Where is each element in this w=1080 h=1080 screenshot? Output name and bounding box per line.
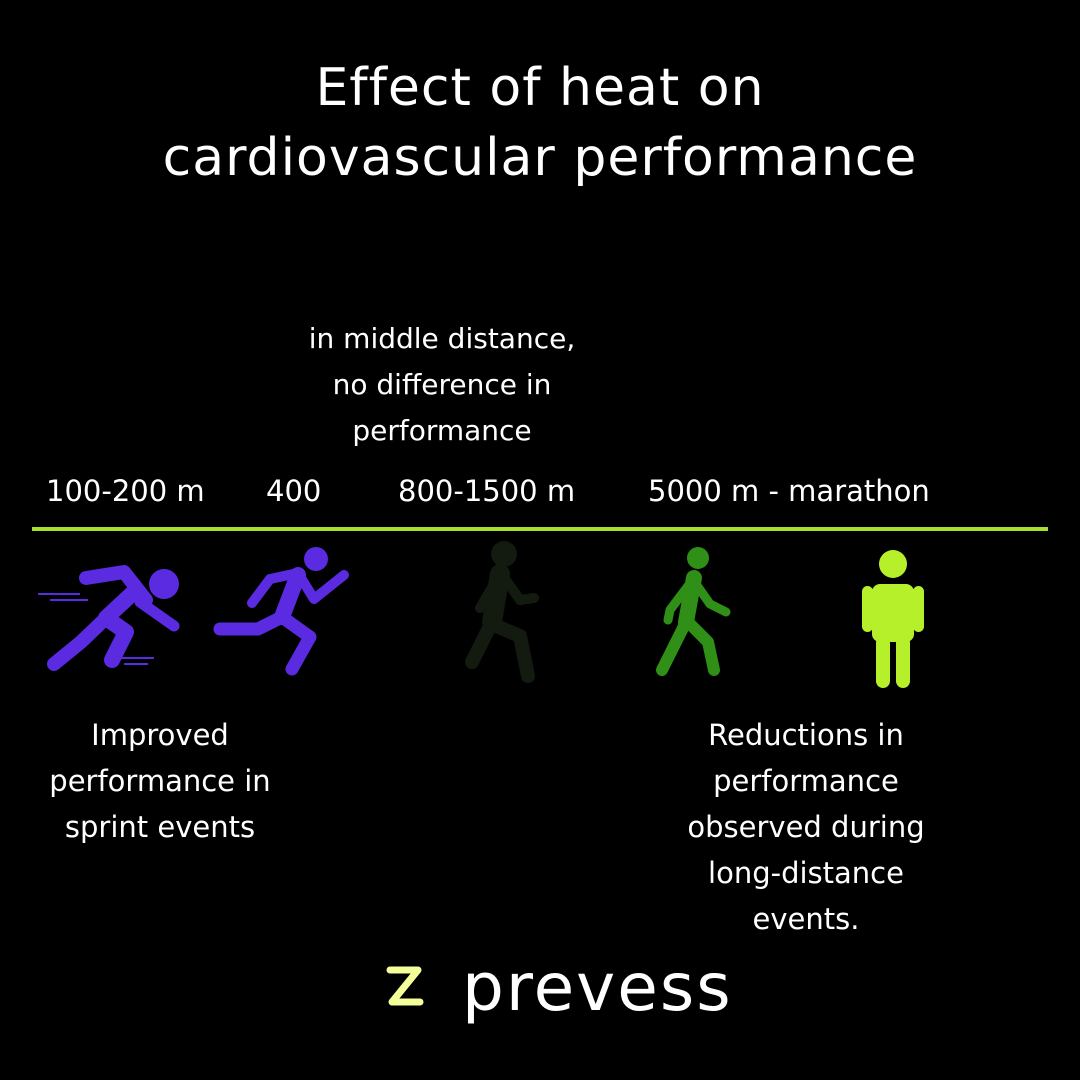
brand-name: prevess: [462, 949, 733, 1026]
title-line-1: Effect of heat on: [315, 58, 765, 118]
distance-label-400: 400: [266, 474, 322, 508]
caption-line: long-distance: [708, 856, 904, 890]
caption-line: events.: [752, 902, 860, 936]
caption-line: observed during: [687, 810, 925, 844]
prevess-logo-icon: [358, 942, 450, 1030]
note-line: in middle distance,: [308, 322, 576, 355]
walking-person-icon: [656, 547, 731, 676]
caption-line: performance: [713, 764, 899, 798]
caption-line: Reductions in: [708, 718, 904, 752]
jogging-person-icon: [465, 541, 539, 683]
middle-distance-note: in middle distance, no difference in per…: [282, 316, 602, 454]
note-line: no difference in: [332, 368, 552, 401]
caption-line: Improved: [91, 718, 229, 752]
note-line: performance: [352, 414, 532, 447]
title-line-2: cardiovascular performance: [162, 128, 918, 188]
standing-person-icon: [862, 550, 924, 688]
sprint-caption: Improved performance in sprint events: [30, 712, 290, 850]
running-person-icon: [213, 547, 349, 676]
long-distance-caption: Reductions in performance observed durin…: [660, 712, 952, 942]
distance-label-long: 5000 m - marathon: [648, 474, 930, 508]
distance-label-sprint: 100-200 m: [46, 474, 205, 508]
caption-line: sprint events: [64, 810, 256, 844]
distance-label-middle: 800-1500 m: [398, 474, 576, 508]
caption-line: performance in: [49, 764, 271, 798]
timeline-divider: [32, 527, 1048, 531]
sprinting-runner-icon: [38, 565, 180, 671]
